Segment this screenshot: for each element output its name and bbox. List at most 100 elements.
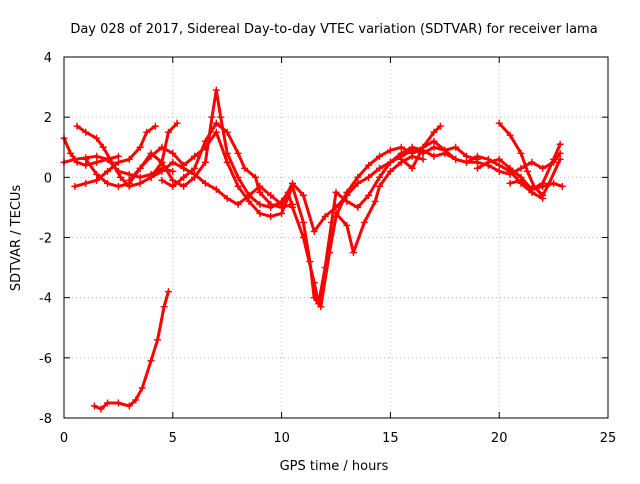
data-point: [539, 164, 547, 172]
data-point: [463, 152, 471, 160]
data-point: [234, 200, 242, 208]
series-arc-3: [71, 122, 159, 190]
data-point: [278, 203, 286, 211]
data-point: [452, 155, 460, 163]
data-point: [104, 167, 112, 175]
data-point: [136, 173, 144, 181]
series-trace: [93, 290, 170, 411]
data-point: [104, 179, 112, 187]
data-point: [365, 173, 373, 181]
data-point: [386, 167, 394, 175]
data-point: [386, 146, 394, 154]
data-point: [365, 191, 373, 199]
data-point: [539, 191, 547, 199]
data-point: [114, 158, 122, 166]
data-point: [517, 176, 525, 184]
series-arc-14: [90, 288, 172, 413]
data-point: [556, 155, 564, 163]
data-point: [234, 173, 242, 181]
data-point: [343, 191, 351, 199]
series-trace: [334, 154, 425, 254]
data-point: [169, 149, 177, 157]
data-point: [506, 131, 514, 139]
data-point: [299, 191, 307, 199]
data-point: [136, 164, 144, 172]
data-point: [82, 155, 90, 163]
data-point: [114, 152, 122, 160]
data-point: [299, 218, 307, 226]
tick-layer: 0 5 10 15 20 25 -8 -6 -4 -2 0 2 4: [39, 51, 616, 446]
data-point: [125, 155, 133, 163]
series-arc-7: [147, 143, 547, 235]
data-point: [473, 164, 481, 172]
data-point: [245, 197, 253, 205]
data-point: [158, 167, 166, 175]
data-point: [556, 140, 564, 148]
data-point: [430, 137, 438, 145]
data-point: [365, 161, 373, 169]
data-point: [376, 152, 384, 160]
data-layer: [60, 86, 566, 413]
data-point: [158, 158, 166, 166]
data-point: [234, 149, 242, 157]
data-point: [539, 182, 547, 190]
data-point: [97, 405, 105, 413]
data-point: [419, 143, 427, 151]
data-point: [288, 179, 296, 187]
y-tick-label: 2: [44, 111, 52, 126]
data-point: [517, 149, 525, 157]
data-point: [245, 191, 253, 199]
data-point: [180, 182, 188, 190]
data-point: [93, 170, 101, 178]
data-point: [108, 158, 116, 166]
data-point: [99, 143, 107, 151]
series-arc-8: [158, 119, 296, 211]
data-point: [528, 185, 536, 193]
data-point: [201, 179, 209, 187]
data-point: [82, 179, 90, 187]
data-point: [430, 152, 438, 160]
y-tick-label: -2: [39, 232, 52, 247]
data-point: [217, 113, 225, 121]
data-point: [93, 152, 101, 160]
data-point: [138, 384, 146, 392]
data-point: [90, 402, 98, 410]
data-point: [360, 218, 368, 226]
data-point: [452, 143, 460, 151]
data-point: [495, 161, 503, 169]
data-point: [332, 209, 340, 217]
data-point: [325, 249, 333, 257]
data-point: [191, 170, 199, 178]
data-point: [267, 191, 275, 199]
data-point: [160, 303, 168, 311]
chart-title: Day 028 of 2017, Sidereal Day-to-day VTE…: [70, 22, 597, 37]
data-point: [82, 128, 90, 136]
data-point: [349, 249, 357, 257]
data-point: [506, 179, 514, 187]
data-point: [67, 149, 75, 157]
data-point: [376, 173, 384, 181]
series-arc-6: [125, 128, 481, 311]
data-point: [212, 119, 220, 127]
data-point: [408, 146, 416, 154]
data-point: [147, 173, 155, 181]
data-point: [208, 113, 216, 121]
data-point: [223, 128, 231, 136]
data-point: [234, 182, 242, 190]
data-point: [164, 128, 172, 136]
data-point: [517, 164, 525, 172]
data-point: [212, 86, 220, 94]
data-point: [376, 182, 384, 190]
data-point: [354, 203, 362, 211]
data-point: [523, 167, 531, 175]
data-point: [343, 197, 351, 205]
data-point: [310, 294, 318, 302]
data-point: [495, 119, 503, 127]
data-point: [158, 143, 166, 151]
x-tick-label: 5: [169, 431, 177, 446]
x-axis-label: GPS time / hours: [280, 459, 389, 474]
data-point: [408, 152, 416, 160]
series-arc-13: [506, 176, 566, 193]
data-point: [267, 212, 275, 220]
data-point: [158, 176, 166, 184]
